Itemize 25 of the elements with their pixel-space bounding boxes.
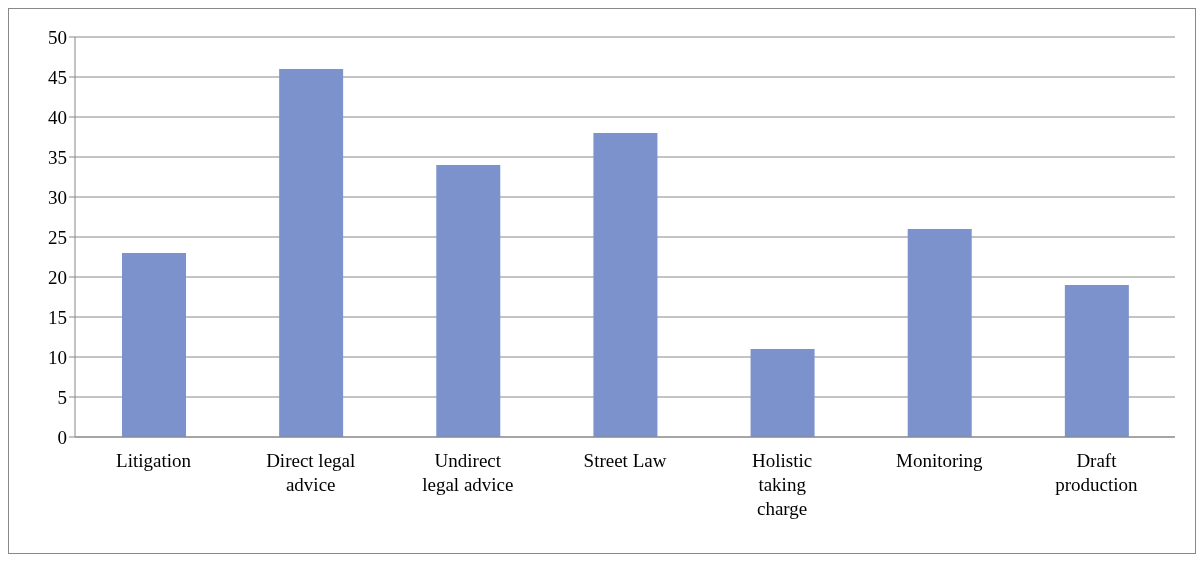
- bar: [593, 133, 658, 437]
- bar: [279, 69, 344, 437]
- y-tick-label: 10: [48, 346, 67, 368]
- y-tick-label: 20: [48, 266, 67, 288]
- bar: [1064, 285, 1129, 437]
- y-tick-label: 5: [57, 386, 67, 408]
- y-tick-label: 25: [48, 226, 67, 248]
- x-tick-label: Litigation: [116, 450, 192, 471]
- x-tick-label: Undirect legal advice: [422, 450, 514, 495]
- y-tick-label: 0: [57, 426, 67, 448]
- y-tick-label: 35: [48, 146, 67, 168]
- x-tick-label: Direct legal advice: [266, 450, 356, 495]
- y-tick-label: 30: [48, 186, 67, 208]
- y-tick-label: 15: [48, 306, 67, 328]
- y-tick-label: 40: [48, 106, 67, 128]
- x-tick-label: Monitoring: [896, 450, 984, 471]
- y-tick-label: 50: [48, 26, 67, 48]
- bar: [750, 349, 815, 437]
- x-tick-label: Draft production: [1055, 450, 1139, 495]
- x-tick-label: Holistic taking charge: [752, 450, 813, 519]
- x-tick-label: Street Law: [583, 450, 667, 471]
- y-tick-label: 45: [48, 66, 67, 88]
- bar: [122, 253, 186, 437]
- bar: [907, 229, 972, 437]
- bar: [436, 165, 501, 437]
